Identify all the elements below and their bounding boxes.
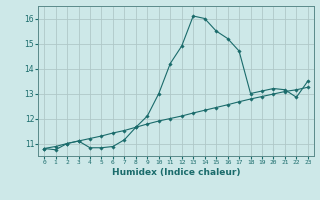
X-axis label: Humidex (Indice chaleur): Humidex (Indice chaleur) (112, 168, 240, 177)
